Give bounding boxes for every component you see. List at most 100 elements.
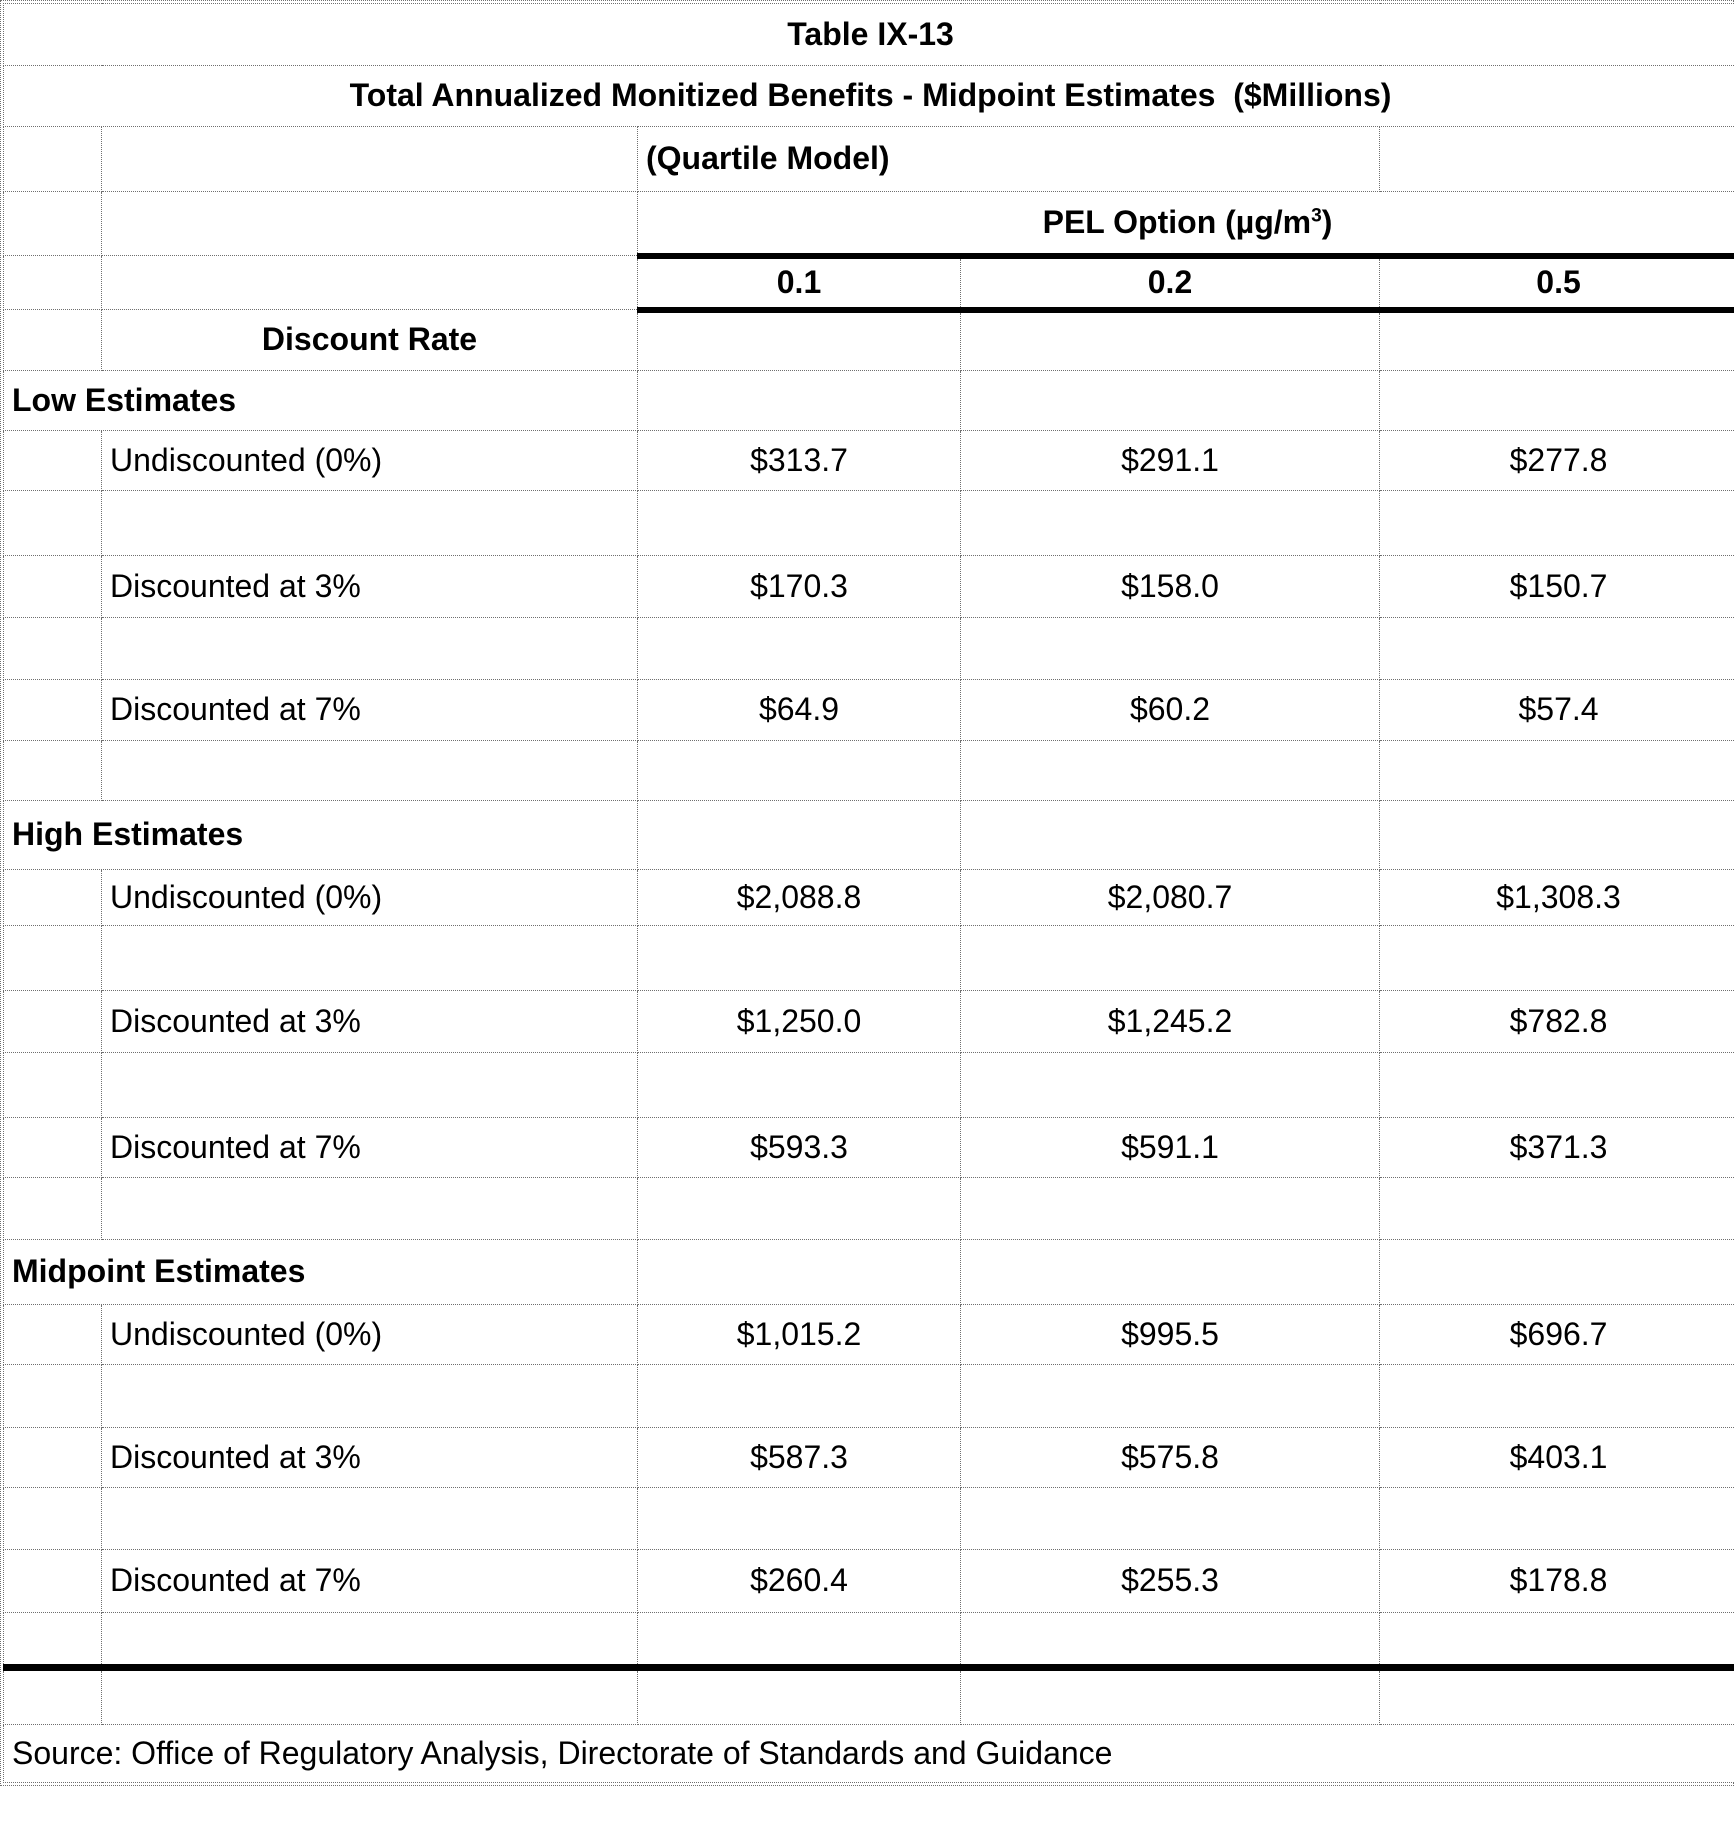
spacer-row — [3, 490, 1734, 556]
spacer-row — [3, 740, 1734, 801]
spacer-cell — [1378, 370, 1734, 431]
table-row: Undiscounted (0%) $2,088.8 $2,080.7 $1,3… — [3, 869, 1734, 926]
spacer-row — [3, 617, 1734, 680]
model-label: (Quartile Model) — [637, 126, 1380, 192]
spacer-cell — [3, 1364, 102, 1428]
value-cell: $60.2 — [960, 679, 1380, 741]
spacer-cell — [3, 1117, 102, 1178]
table-row: Discounted at 7% $64.9 $60.2 $57.4 — [3, 679, 1734, 741]
spacer-cell — [1378, 617, 1734, 680]
spacer-cell — [1378, 1487, 1734, 1550]
row-label: Undiscounted (0%) — [101, 1304, 638, 1365]
section-header-midpoint: Midpoint Estimates — [3, 1239, 638, 1305]
spacer-cell — [960, 1487, 1380, 1550]
spacer-cell — [3, 309, 102, 371]
value-cell: $260.4 — [637, 1549, 961, 1613]
spacer-cell — [960, 1667, 1380, 1725]
source-note: Source: Office of Regulatory Analysis, D… — [2, 1724, 1734, 1783]
spacer-cell — [637, 800, 961, 870]
spacer-cell — [960, 309, 1380, 371]
spacer-cell — [637, 925, 961, 991]
spacer-cell — [1378, 1052, 1734, 1118]
value-cell: $313.7 — [637, 430, 961, 491]
spacer-cell — [101, 1612, 638, 1671]
spacer-cell — [3, 191, 102, 256]
spacer-cell — [637, 1487, 961, 1550]
spacer-cell — [1378, 1239, 1734, 1305]
value-cell: $782.8 — [1378, 990, 1734, 1053]
value-cell: $1,245.2 — [960, 990, 1380, 1053]
spacer-cell — [1378, 800, 1734, 870]
spacer-cell — [101, 1052, 638, 1118]
spacer-cell — [960, 370, 1380, 431]
spacer-cell — [960, 925, 1380, 991]
value-cell: $593.3 — [637, 1117, 961, 1178]
spacer-cell — [960, 490, 1380, 556]
value-cell: $403.1 — [1378, 1427, 1734, 1488]
spacer-cell — [101, 1177, 638, 1240]
row-label: Discounted at 3% — [101, 990, 638, 1053]
spacer-cell — [101, 1667, 638, 1725]
benefits-table: Table IX-13 Total Annualized Monitized B… — [2, 3, 1734, 1783]
table-subtitle: Total Annualized Monitized Benefits - Mi… — [2, 65, 1734, 127]
value-cell: $2,080.7 — [960, 869, 1380, 926]
spacer-cell — [1378, 1612, 1734, 1671]
spacer-cell — [3, 617, 102, 680]
row-label: Discounted at 7% — [101, 679, 638, 741]
spacer-cell — [101, 126, 638, 192]
value-cell: $57.4 — [1378, 679, 1734, 741]
value-cell: $178.8 — [1378, 1549, 1734, 1613]
pel-option-header: PEL Option (µg/m3) — [636, 191, 1734, 259]
spacer-cell — [101, 1364, 638, 1428]
table-row: Discounted at 3% $587.3 $575.8 $403.1 — [3, 1427, 1734, 1488]
spacer-cell — [3, 126, 102, 192]
spacer-cell — [101, 1487, 638, 1550]
spacer-cell — [960, 1052, 1380, 1118]
spacer-cell — [637, 370, 961, 431]
spacer-row — [3, 1667, 1734, 1725]
spacer-cell — [3, 1052, 102, 1118]
spacer-cell — [637, 1364, 961, 1428]
value-cell: $995.5 — [960, 1304, 1380, 1365]
spacer-cell — [637, 309, 961, 371]
spacer-cell — [637, 1177, 961, 1240]
table-row: Discounted at 3% $170.3 $158.0 $150.7 — [3, 555, 1734, 618]
value-cell: $591.1 — [960, 1117, 1380, 1178]
spacer-cell — [637, 1052, 961, 1118]
pel-option-value: 0.1 — [637, 255, 961, 313]
spacer-cell — [1378, 126, 1734, 192]
spacer-row-thick-rule — [3, 1612, 1734, 1671]
spacer-cell — [960, 1364, 1380, 1428]
row-label: Discounted at 3% — [101, 1427, 638, 1488]
spacer-cell — [3, 1487, 102, 1550]
spacer-cell — [3, 1667, 102, 1725]
value-cell: $170.3 — [637, 555, 961, 618]
spacer-cell — [1378, 1177, 1734, 1240]
spacer-cell — [637, 740, 961, 801]
spacer-cell — [637, 1667, 961, 1725]
spacer-cell — [101, 255, 638, 310]
section-header-low: Low Estimates — [3, 370, 638, 431]
spacer-cell — [1378, 1364, 1734, 1428]
row-label: Discounted at 3% — [101, 555, 638, 618]
value-cell: $291.1 — [960, 430, 1380, 491]
pel-header-superscript: 3 — [1311, 205, 1322, 226]
spacer-cell — [3, 430, 102, 491]
spacer-cell — [1378, 925, 1734, 991]
spacer-cell — [101, 490, 638, 556]
spacer-cell — [3, 1177, 102, 1240]
spacer-cell — [1378, 740, 1734, 801]
spacer-cell — [3, 490, 102, 556]
value-cell: $255.3 — [960, 1549, 1380, 1613]
spacer-cell — [960, 800, 1380, 870]
value-cell: $277.8 — [1378, 430, 1734, 491]
spacer-cell — [1378, 309, 1734, 371]
table-row: Discounted at 7% $260.4 $255.3 $178.8 — [3, 1549, 1734, 1613]
spacer-cell — [637, 1612, 961, 1671]
spacer-row — [3, 1177, 1734, 1240]
spacer-cell — [3, 555, 102, 618]
spacer-cell — [1378, 1667, 1734, 1725]
discount-rate-header: Discount Rate — [101, 309, 638, 371]
